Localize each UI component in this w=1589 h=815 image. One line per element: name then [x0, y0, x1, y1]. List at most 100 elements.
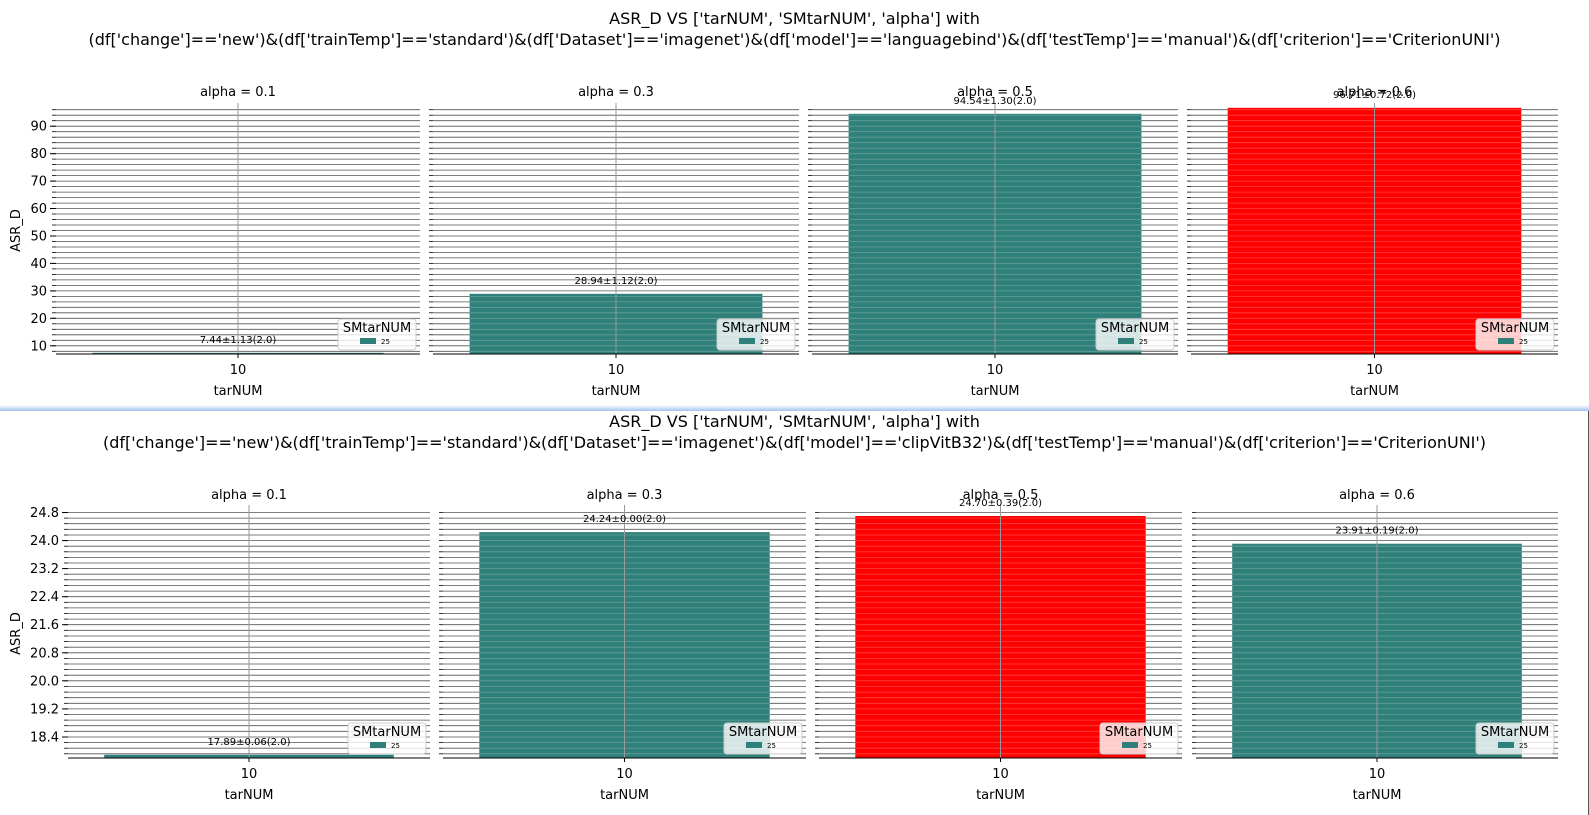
x-axis-label: tarNUM — [214, 384, 263, 399]
legend-box — [347, 722, 427, 755]
panel-title: alpha = 0.5 — [963, 488, 1039, 503]
figure-title-line2: (df['change']=='new')&(df['trainTemp']==… — [88, 30, 1501, 49]
y-tick-label: 20.8 — [30, 646, 59, 661]
data-label: 7.44±1.13(2.0) — [200, 335, 277, 346]
x-axis-label: tarNUM — [976, 788, 1025, 803]
legend: SMtarNUM 25 — [1475, 318, 1555, 351]
panel-title: alpha = 0.6 — [1339, 488, 1415, 503]
y-axis-label: ASR_D — [9, 209, 24, 252]
legend-title: SMtarNUM — [722, 321, 790, 336]
x-tick-label: 10 — [1369, 767, 1386, 782]
figure-languagebind: ASR_D VS ['tarNUM', 'SMtarNUM', 'alpha']… — [9, 9, 1558, 399]
legend-box — [1095, 318, 1175, 351]
figure-title-line1: ASR_D VS ['tarNUM', 'SMtarNUM', 'alpha']… — [609, 412, 980, 431]
panel-alpha-1: 10 tarNUM alpha = 0.3 28.94±1.12(2.0) SMtarN… — [429, 85, 799, 399]
data-label: 28.94±1.12(2.0) — [575, 276, 658, 287]
y-tick-label: 40 — [30, 257, 47, 272]
y-tick-label: 24.8 — [30, 506, 59, 521]
y-tick-label: 70 — [30, 175, 47, 190]
legend: SMtarNUM 25 — [716, 318, 796, 351]
panel-alpha-1: 10 tarNUM alpha = 0.3 24.24±0.00(2.0) SMtarN… — [439, 488, 806, 803]
legend-entry: 25 — [381, 338, 390, 346]
legend-entry: 25 — [1139, 338, 1148, 346]
x-tick-label: 10 — [616, 767, 633, 782]
y-tick-label: 20 — [30, 312, 47, 327]
y-tick-label: 50 — [30, 230, 47, 245]
legend-entry: 25 — [767, 742, 776, 750]
x-tick-label: 10 — [608, 363, 625, 378]
panel-title: alpha = 0.3 — [578, 85, 654, 100]
x-tick-label: 10 — [230, 363, 247, 378]
legend-swatch — [1498, 742, 1514, 748]
figure-title-line1: ASR_D VS ['tarNUM', 'SMtarNUM', 'alpha']… — [609, 9, 980, 28]
legend: SMtarNUM 25 — [723, 722, 803, 755]
legend-box — [723, 722, 803, 755]
legend-title: SMtarNUM — [353, 725, 421, 740]
data-label: 94.54±1.30(2.0) — [954, 96, 1037, 107]
y-tick-label: 19.2 — [30, 702, 59, 717]
legend-swatch — [1498, 338, 1514, 344]
y-tick-label: 60 — [30, 202, 47, 217]
panel-title: alpha = 0.3 — [587, 488, 663, 503]
y-axis-label: ASR_D — [9, 612, 24, 655]
legend: SMtarNUM 25 — [1475, 722, 1555, 755]
y-tick-label: 20.0 — [30, 674, 59, 689]
chart-languagebind: 10 tarNUM alpha = 0.1 7.44±1.13(2.0) SMtarNU… — [9, 85, 1558, 399]
legend-entry: 25 — [391, 742, 400, 750]
legend: SMtarNUM 25 — [1095, 318, 1175, 351]
x-axis-label: tarNUM — [225, 788, 274, 803]
y-tick-label: 22.4 — [30, 590, 59, 605]
y-tick-label: 90 — [30, 120, 47, 135]
panel-alpha-2: 10 tarNUM alpha = 0.594.54±1.30(2.0) SMtarN… — [808, 85, 1178, 399]
y-tick-label: 80 — [30, 147, 47, 162]
x-tick-label: 10 — [992, 767, 1009, 782]
y-tick-label: 24.0 — [30, 534, 59, 549]
y-tick-label: 23.2 — [30, 562, 59, 577]
y-tick-label: 18.4 — [30, 731, 59, 746]
panel-alpha-0: 10 tarNUM alpha = 0.1 17.89±0.06(2.0) SMtarN… — [9, 488, 430, 803]
legend-title: SMtarNUM — [1481, 725, 1549, 740]
x-axis-label: tarNUM — [600, 788, 649, 803]
legend-box — [1099, 722, 1179, 755]
legend-box — [1475, 722, 1555, 755]
y-tick-label: 21.6 — [30, 618, 59, 633]
x-tick-label: 10 — [987, 363, 1004, 378]
data-label: 24.70±0.39(2.0) — [959, 498, 1042, 509]
panel-title: alpha = 0.5 — [957, 85, 1033, 100]
x-axis-label: tarNUM — [592, 384, 641, 399]
legend-swatch — [1118, 338, 1134, 344]
legend-entry: 25 — [1143, 742, 1152, 750]
data-label: 17.89±0.06(2.0) — [208, 737, 291, 748]
panel-alpha-0: 10 tarNUM alpha = 0.1 7.44±1.13(2.0) SMtarNU… — [9, 85, 420, 399]
chart-clipvitb32: 10 tarNUM alpha = 0.1 17.89±0.06(2.0) SMtarN… — [9, 488, 1558, 803]
legend-entry: 25 — [760, 338, 769, 346]
legend-entry: 25 — [1519, 742, 1528, 750]
data-label: 23.91±0.19(2.0) — [1336, 526, 1419, 537]
legend-box — [1475, 318, 1555, 351]
legend-box — [716, 318, 796, 351]
y-tick-label: 30 — [30, 284, 47, 299]
legend-swatch — [746, 742, 762, 748]
y-tick-label: 10 — [30, 339, 47, 354]
panel-alpha-3: 10 tarNUM alpha = 0.6 23.91±0.19(2.0) SMtarN… — [1192, 488, 1558, 803]
panel-alpha-3: 10 tarNUM alpha = 0.696.71±0.72(2.0) SMtarN… — [1187, 85, 1558, 399]
figure-title-line2: (df['change']=='new')&(df['trainTemp']==… — [102, 433, 1487, 452]
x-axis-label: tarNUM — [1353, 788, 1402, 803]
legend-title: SMtarNUM — [729, 725, 797, 740]
panel-alpha-2: 10 tarNUM alpha = 0.524.70±0.39(2.0) SMtarN… — [815, 488, 1182, 803]
legend-title: SMtarNUM — [1101, 321, 1169, 336]
legend: SMtarNUM 25 — [337, 318, 417, 351]
legend-title: SMtarNUM — [1105, 725, 1173, 740]
legend-title: SMtarNUM — [1481, 321, 1549, 336]
legend-swatch — [360, 338, 376, 344]
legend-entry: 25 — [1519, 338, 1528, 346]
legend-swatch — [1122, 742, 1138, 748]
figure-clipvitb32: ASR_D VS ['tarNUM', 'SMtarNUM', 'alpha']… — [0, 411, 1589, 815]
legend: SMtarNUM 25 — [347, 722, 427, 755]
legend-box — [337, 318, 417, 351]
legend: SMtarNUM 25 — [1099, 722, 1179, 755]
panel-title: alpha = 0.1 — [200, 85, 276, 100]
x-tick-label: 10 — [1366, 363, 1383, 378]
window-divider — [0, 405, 1589, 411]
legend-swatch — [370, 742, 386, 748]
